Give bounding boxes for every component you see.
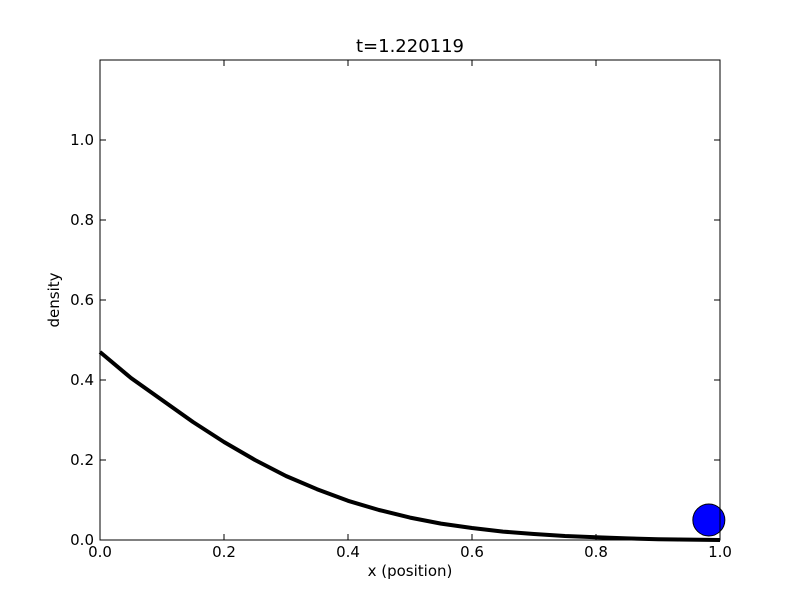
curve-layer [98,350,721,542]
particle-marker [692,503,726,537]
marker-layer [692,503,726,537]
y-tick-label: 0.6 [70,291,94,309]
y-tick-label: 0.4 [70,371,94,389]
plot-frame [99,59,721,541]
x-tick-label: 1.0 [708,543,732,561]
chart-title: t=1.220119 [356,36,464,57]
tick-layer: 0.0 0.2 0.4 0.6 0.8 1.0 0.0 0.2 0.4 0.6 0.8 1.0 [70,60,732,561]
x-tick-label: 0.8 [584,543,608,561]
x-tick-label: 0.6 [460,543,484,561]
y-tick-label: 0.8 [70,211,94,229]
x-tick-label: 0.0 [88,543,112,561]
y-tick-label: 1.0 [70,131,94,149]
x-tick-label: 0.4 [336,543,360,561]
y-tick-label: 0.2 [70,451,94,469]
density-curve [98,350,721,542]
y-axis-label: density [45,272,63,327]
x-tick-label: 0.2 [212,543,236,561]
x-axis-label: x (position) [368,562,453,580]
y-tick-label: 0.0 [70,531,94,549]
